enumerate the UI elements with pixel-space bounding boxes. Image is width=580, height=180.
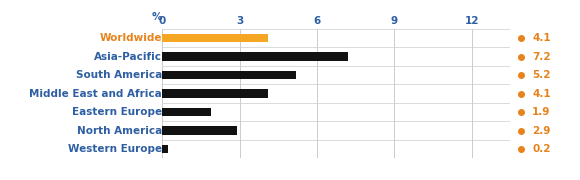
Text: Western Europe: Western Europe	[68, 144, 162, 154]
Text: South America: South America	[75, 70, 162, 80]
Text: 5.2: 5.2	[532, 70, 551, 80]
Bar	[162, 89, 268, 98]
Bar	[162, 52, 348, 61]
Text: 2.9: 2.9	[532, 126, 550, 136]
Bar	[162, 108, 211, 116]
Text: %: %	[151, 12, 162, 22]
Bar	[162, 145, 168, 153]
Text: Worldwide: Worldwide	[99, 33, 162, 43]
Text: 4.1: 4.1	[532, 89, 551, 99]
Text: 4.1: 4.1	[532, 33, 551, 43]
Text: Asia-Pacific: Asia-Pacific	[94, 52, 162, 62]
Text: 7.2: 7.2	[532, 52, 551, 62]
Bar	[162, 71, 296, 79]
Text: 0.2: 0.2	[532, 144, 551, 154]
Bar	[162, 127, 237, 135]
Text: Middle East and Africa: Middle East and Africa	[29, 89, 162, 99]
Text: 1.9: 1.9	[532, 107, 550, 117]
Bar	[162, 34, 268, 42]
Text: Eastern Europe: Eastern Europe	[72, 107, 162, 117]
Text: North America: North America	[77, 126, 162, 136]
